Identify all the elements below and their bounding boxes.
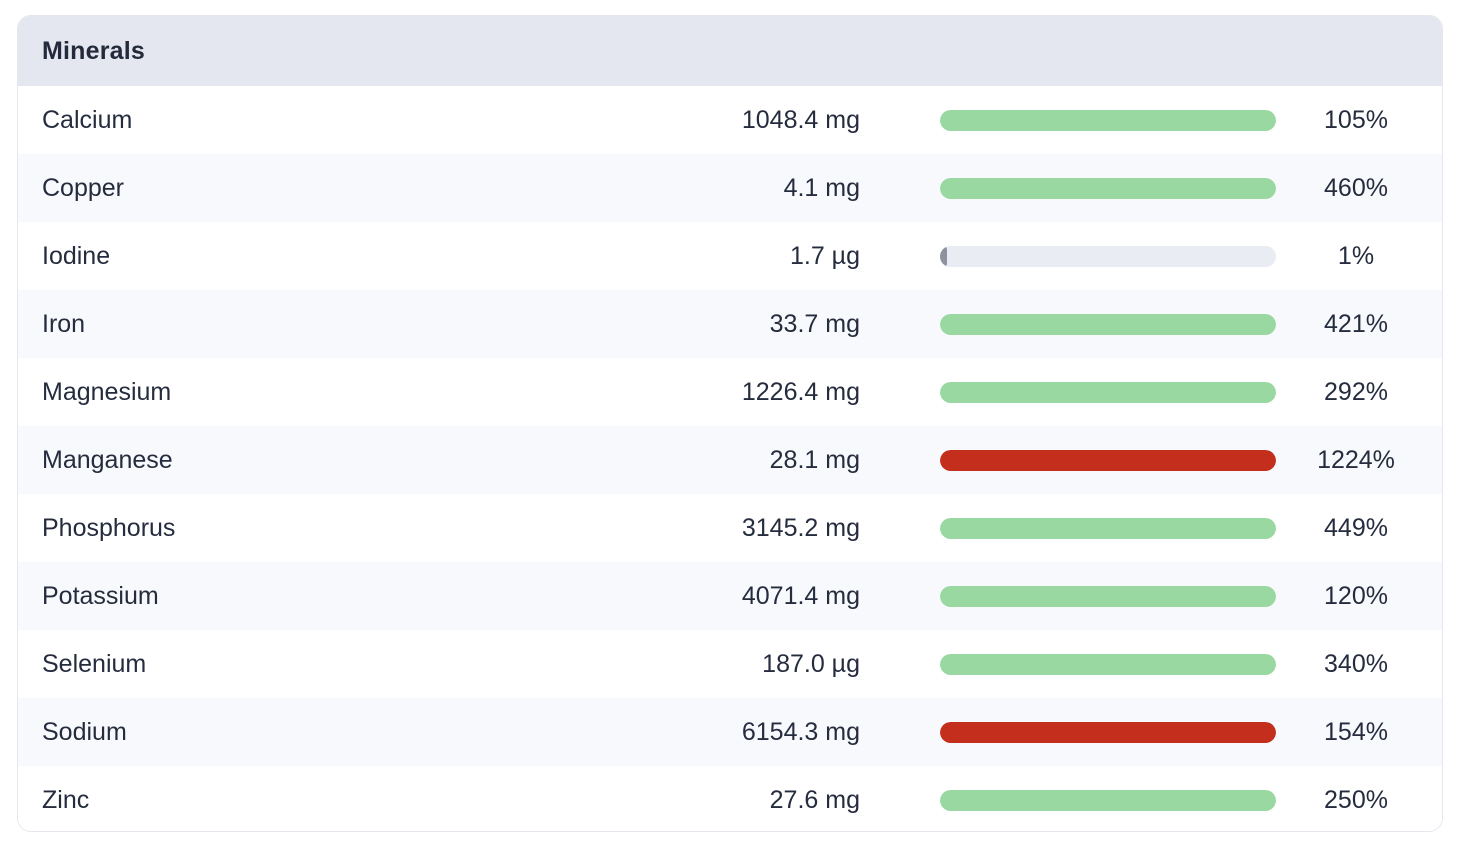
mineral-percent: 120% [1324,581,1388,610]
mineral-name: Iron [42,309,86,338]
mineral-percent: 154% [1324,717,1388,746]
bar-track [940,517,1276,539]
mineral-amount: 187.0 µg [762,649,860,678]
mineral-row: Magnesium 1226.4 mg 292% [18,358,1442,426]
mineral-row: Zinc 27.6 mg 250% [18,766,1442,831]
minerals-table-body: Calcium 1048.4 mg 105% Copper 4.1 mg 460… [18,86,1442,831]
mineral-progress-bar [940,245,1276,267]
minerals-card: Minerals Calcium 1048.4 mg 105% Copper 4… [17,15,1443,832]
mineral-percent: 460% [1324,173,1388,202]
mineral-percent: 421% [1324,309,1388,338]
bar-track [940,109,1276,131]
mineral-progress-bar [940,177,1276,199]
mineral-amount: 28.1 mg [769,445,860,474]
mineral-progress-bar [940,517,1276,539]
bar-fill [940,313,1276,335]
mineral-amount: 4.1 mg [783,173,860,202]
mineral-name: Iodine [42,241,111,270]
mineral-percent: 1% [1337,241,1375,270]
mineral-row: Manganese 28.1 mg 1224% [18,426,1442,494]
bar-fill [940,721,1276,743]
mineral-row: Selenium 187.0 µg 340% [18,630,1442,698]
mineral-amount: 4071.4 mg [741,581,860,610]
bar-track [940,381,1276,403]
mineral-row: Phosphorus 3145.2 mg 449% [18,494,1442,562]
mineral-name: Phosphorus [42,513,176,542]
mineral-progress-bar [940,109,1276,131]
mineral-percent: 1224% [1317,445,1395,474]
mineral-name: Zinc [42,785,90,814]
mineral-progress-bar [940,381,1276,403]
mineral-row: Iodine 1.7 µg 1% [18,222,1442,290]
mineral-progress-bar [940,585,1276,607]
minerals-header: Minerals [18,16,1442,86]
mineral-row: Sodium 6154.3 mg 154% [18,698,1442,766]
mineral-progress-bar [940,789,1276,811]
mineral-row: Copper 4.1 mg 460% [18,154,1442,222]
mineral-amount: 1226.4 mg [741,377,860,406]
mineral-amount: 33.7 mg [769,309,860,338]
mineral-row: Potassium 4071.4 mg 120% [18,562,1442,630]
mineral-percent: 250% [1324,785,1388,814]
mineral-percent: 449% [1324,513,1388,542]
mineral-amount: 6154.3 mg [741,717,860,746]
mineral-amount: 1048.4 mg [741,105,860,134]
mineral-percent: 105% [1324,105,1388,134]
bar-track [940,721,1276,743]
mineral-amount: 1.7 µg [789,241,860,270]
bar-track [940,177,1276,199]
mineral-percent: 340% [1324,649,1388,678]
mineral-name: Potassium [42,581,159,610]
bar-track [940,313,1276,335]
bar-fill [940,585,1276,607]
mineral-progress-bar [940,721,1276,743]
bar-track [940,245,1276,267]
bar-fill [940,177,1276,199]
bar-fill [940,517,1276,539]
bar-fill [940,109,1276,131]
mineral-amount: 27.6 mg [769,785,860,814]
bar-fill [940,381,1276,403]
bar-fill [940,245,947,267]
mineral-progress-bar [940,313,1276,335]
bar-track [940,653,1276,675]
mineral-progress-bar [940,653,1276,675]
mineral-percent: 292% [1324,377,1388,406]
bar-track [940,789,1276,811]
bar-fill [940,449,1276,471]
bar-track [940,585,1276,607]
mineral-name: Calcium [42,105,133,134]
mineral-name: Magnesium [42,377,172,406]
mineral-row: Calcium 1048.4 mg 105% [18,86,1442,154]
bar-track [940,449,1276,471]
mineral-name: Sodium [42,717,127,746]
minerals-title: Minerals [42,36,146,65]
bar-fill [940,789,1276,811]
mineral-row: Iron 33.7 mg 421% [18,290,1442,358]
bar-fill [940,653,1276,675]
mineral-name: Selenium [42,649,147,678]
mineral-progress-bar [940,449,1276,471]
mineral-name: Manganese [42,445,173,474]
mineral-amount: 3145.2 mg [741,513,860,542]
mineral-name: Copper [42,173,124,202]
